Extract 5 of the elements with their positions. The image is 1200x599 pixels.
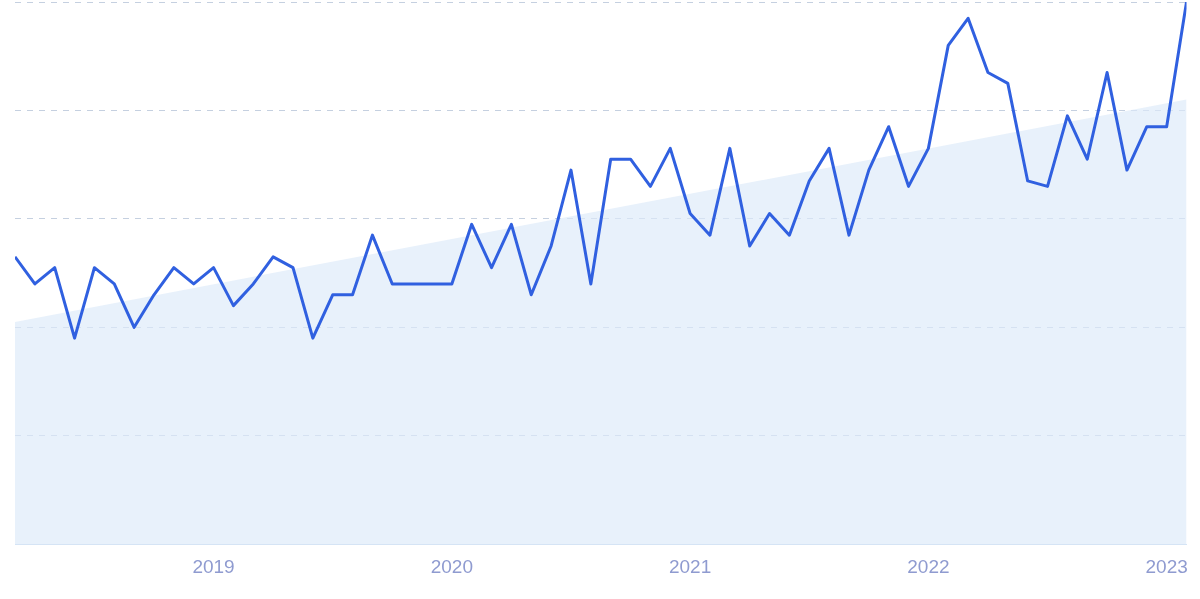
x-tick-label: 2020 <box>430 555 473 577</box>
x-tick-label: 2021 <box>668 555 712 577</box>
x-tick-label: 2022 <box>907 555 950 577</box>
x-tick-label: 2019 <box>192 555 235 577</box>
x-tick-label: 2023 <box>1145 555 1188 577</box>
